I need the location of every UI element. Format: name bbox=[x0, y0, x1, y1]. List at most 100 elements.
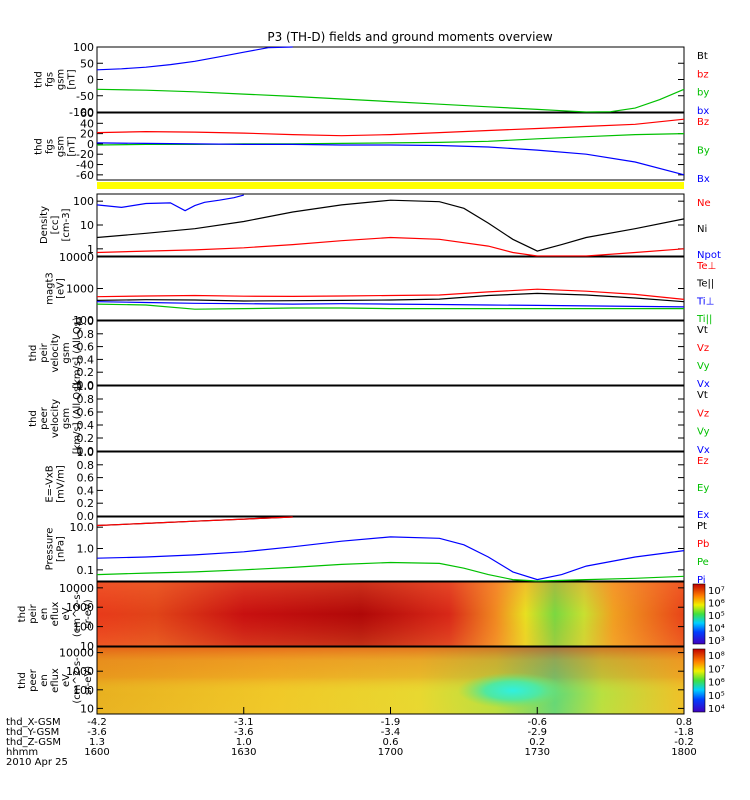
colorbar-tick-label: 10⁴ bbox=[708, 704, 725, 715]
series-line-Npot bbox=[96, 194, 244, 212]
y-tick-label: 0.1 bbox=[77, 564, 95, 577]
legend-entry: By bbox=[697, 146, 710, 157]
x-axis-value: 1630 bbox=[231, 747, 256, 758]
x-axis-value: 0.6 bbox=[383, 737, 399, 748]
y-tick-label: 0.0 bbox=[77, 379, 95, 392]
panel-1: 100 50 0 -50 -100 thd fgs gsm [nT] Bt bz by bx bbox=[34, 41, 710, 119]
legend-entry: Ti|| bbox=[696, 314, 712, 325]
x-axis-date: 2010 Apr 25 bbox=[6, 757, 68, 768]
y-axis-label: thd bbox=[28, 410, 39, 427]
y-tick-label: 0.6 bbox=[77, 472, 95, 485]
series-line-bx bbox=[96, 46, 293, 71]
legend-entry: Vy bbox=[697, 427, 710, 438]
y-tick-label: 1.0 bbox=[77, 446, 95, 459]
panel-frame bbox=[96, 112, 685, 181]
y-axis-label: gsm bbox=[56, 69, 67, 90]
y-axis-label: [eV] bbox=[56, 278, 67, 299]
y-axis-label: eflux bbox=[50, 602, 61, 627]
colorbar-scale bbox=[692, 583, 706, 645]
y-tick-label: 10.0 bbox=[70, 521, 95, 534]
y-axis-label: fgs bbox=[45, 139, 56, 154]
colorbar-tick-label: 10⁵ bbox=[708, 691, 725, 702]
y-tick-label: 0.0 bbox=[77, 445, 95, 458]
legend-entry: Ez bbox=[697, 456, 709, 467]
y-axis-label: [nT] bbox=[67, 69, 78, 89]
x-axis-value: 1.3 bbox=[89, 737, 105, 748]
series-line-Pe bbox=[96, 561, 685, 582]
legend-entry: Bz bbox=[697, 117, 709, 128]
y-tick-label: 0.6 bbox=[77, 341, 95, 354]
y-tick-label: 10 bbox=[80, 640, 94, 653]
x-axis-value: 0.2 bbox=[529, 737, 545, 748]
y-tick-label: 10 bbox=[80, 702, 94, 715]
panel-3: 100 10 1 Density [cc] [cm-3] Ne Ni Npot bbox=[39, 193, 721, 261]
x-axis-value: 1600 bbox=[84, 747, 109, 758]
legend-entry: Ni bbox=[697, 224, 707, 235]
y-axis-label: magt3 bbox=[45, 272, 56, 305]
y-axis-label: eV bbox=[61, 607, 72, 620]
y-tick-label: -20 bbox=[76, 148, 94, 161]
y-tick-label: 0.6 bbox=[77, 406, 95, 419]
spectrogram-shading bbox=[97, 582, 684, 646]
y-axis-label: Pressure bbox=[45, 528, 56, 571]
x-axis-value: -3.6 bbox=[234, 727, 254, 738]
legend-entry: Pi bbox=[697, 575, 706, 586]
y-tick-label: 100 bbox=[73, 195, 94, 208]
y-tick-label: 0.0 bbox=[77, 510, 95, 523]
y-tick-label: 0.4 bbox=[77, 419, 95, 432]
x-axis-value: -3.6 bbox=[87, 727, 107, 738]
x-axis-value: 1800 bbox=[671, 747, 696, 758]
y-tick-label: 60 bbox=[80, 107, 94, 120]
series-line-Te⊥ bbox=[96, 288, 685, 300]
y-axis-label: [km/s] (All Qs) bbox=[72, 317, 83, 389]
y-tick-label: 0.8 bbox=[77, 393, 95, 406]
y-axis-label: gsm bbox=[61, 342, 72, 363]
y-tick-label: 1 bbox=[87, 243, 94, 256]
y-tick-label: 1.0 bbox=[77, 543, 95, 556]
y-tick-label: 0.4 bbox=[77, 484, 95, 497]
y-axis-label: [nPa] bbox=[56, 536, 67, 562]
y-tick-label: 1.0 bbox=[77, 315, 95, 328]
legend-entry: Ti⊥ bbox=[696, 296, 714, 307]
y-axis-label: eflux bbox=[50, 668, 61, 693]
series-line-Te|| bbox=[96, 292, 685, 303]
legend-entry: Vx bbox=[697, 445, 710, 456]
panel-frame bbox=[96, 581, 685, 647]
y-tick-label: 0.8 bbox=[77, 328, 95, 341]
panel-frame bbox=[96, 46, 685, 113]
series-line-Ti⊥ bbox=[96, 301, 685, 308]
y-axis-label: en bbox=[39, 608, 50, 621]
y-tick-label: -50 bbox=[76, 90, 94, 103]
y-tick-label: 0.4 bbox=[77, 353, 95, 366]
y-tick-label: 10000 bbox=[59, 251, 94, 264]
series-line-Pb bbox=[96, 516, 293, 527]
x-axis-value: 1700 bbox=[378, 747, 403, 758]
y-axis-label: [nT] bbox=[67, 136, 78, 156]
legend-entry: Npot bbox=[697, 250, 721, 261]
y-axis-label: [cm-3] bbox=[61, 208, 72, 241]
x-axis-value: -1.9 bbox=[381, 717, 401, 728]
y-tick-label: 0.2 bbox=[77, 497, 95, 510]
y-axis-label: thd bbox=[28, 345, 39, 362]
panel-frame bbox=[96, 451, 685, 517]
y-tick-label: 20 bbox=[80, 128, 94, 141]
panel-frame bbox=[96, 193, 685, 257]
legend-entry: Bt bbox=[697, 51, 708, 62]
spectrogram-minimum bbox=[457, 672, 568, 709]
y-tick-label: -40 bbox=[76, 159, 94, 172]
legend-entry: Ey bbox=[697, 483, 709, 494]
y-axis-label: thd bbox=[17, 606, 28, 623]
y-axis-label: peir bbox=[28, 603, 39, 623]
x-axis-value: -3.1 bbox=[234, 717, 254, 728]
legend-entry: Vt bbox=[697, 390, 708, 401]
x-axis-value: 1.0 bbox=[236, 737, 252, 748]
colorbar: 10⁸ 10⁷ 10⁶ 10⁵ 10⁴ bbox=[692, 648, 725, 715]
legend-entry: Ex bbox=[697, 510, 709, 521]
status-bar bbox=[97, 182, 684, 189]
y-axis-label: E=-VxB bbox=[45, 465, 56, 502]
x-axis-value: -4.2 bbox=[87, 717, 107, 728]
legend-entry: bx bbox=[697, 106, 709, 117]
series-line-Ne bbox=[96, 236, 685, 257]
